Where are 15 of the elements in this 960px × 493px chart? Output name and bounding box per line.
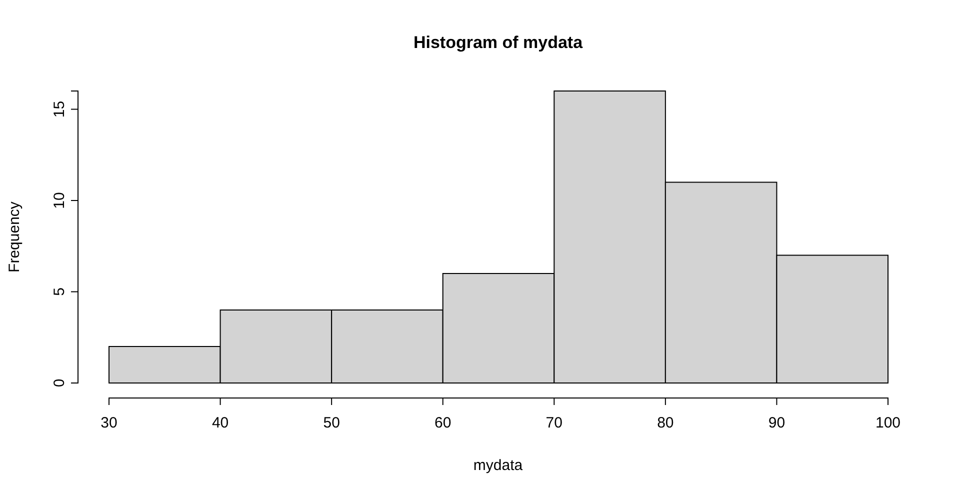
y-tick-label: 5 [51,288,68,296]
y-tick-label: 10 [51,192,68,209]
x-tick-label: 70 [546,414,562,432]
chart-title: Histogram of mydata [413,33,584,52]
x-tick-label: 100 [875,414,901,432]
x-tick-label: 40 [212,414,229,432]
x-tick-label: 60 [434,414,452,432]
y-tick-label: 0 [51,378,68,388]
x-axis-title: mydata [473,457,524,474]
x-tick-label: 90 [768,414,786,432]
x-tick-label: 80 [657,414,674,432]
y-tick-label: 15 [51,100,68,118]
x-tick-label: 50 [323,414,340,432]
x-tick-label: 30 [100,414,118,432]
y-axis-title: Frequency [6,201,23,272]
